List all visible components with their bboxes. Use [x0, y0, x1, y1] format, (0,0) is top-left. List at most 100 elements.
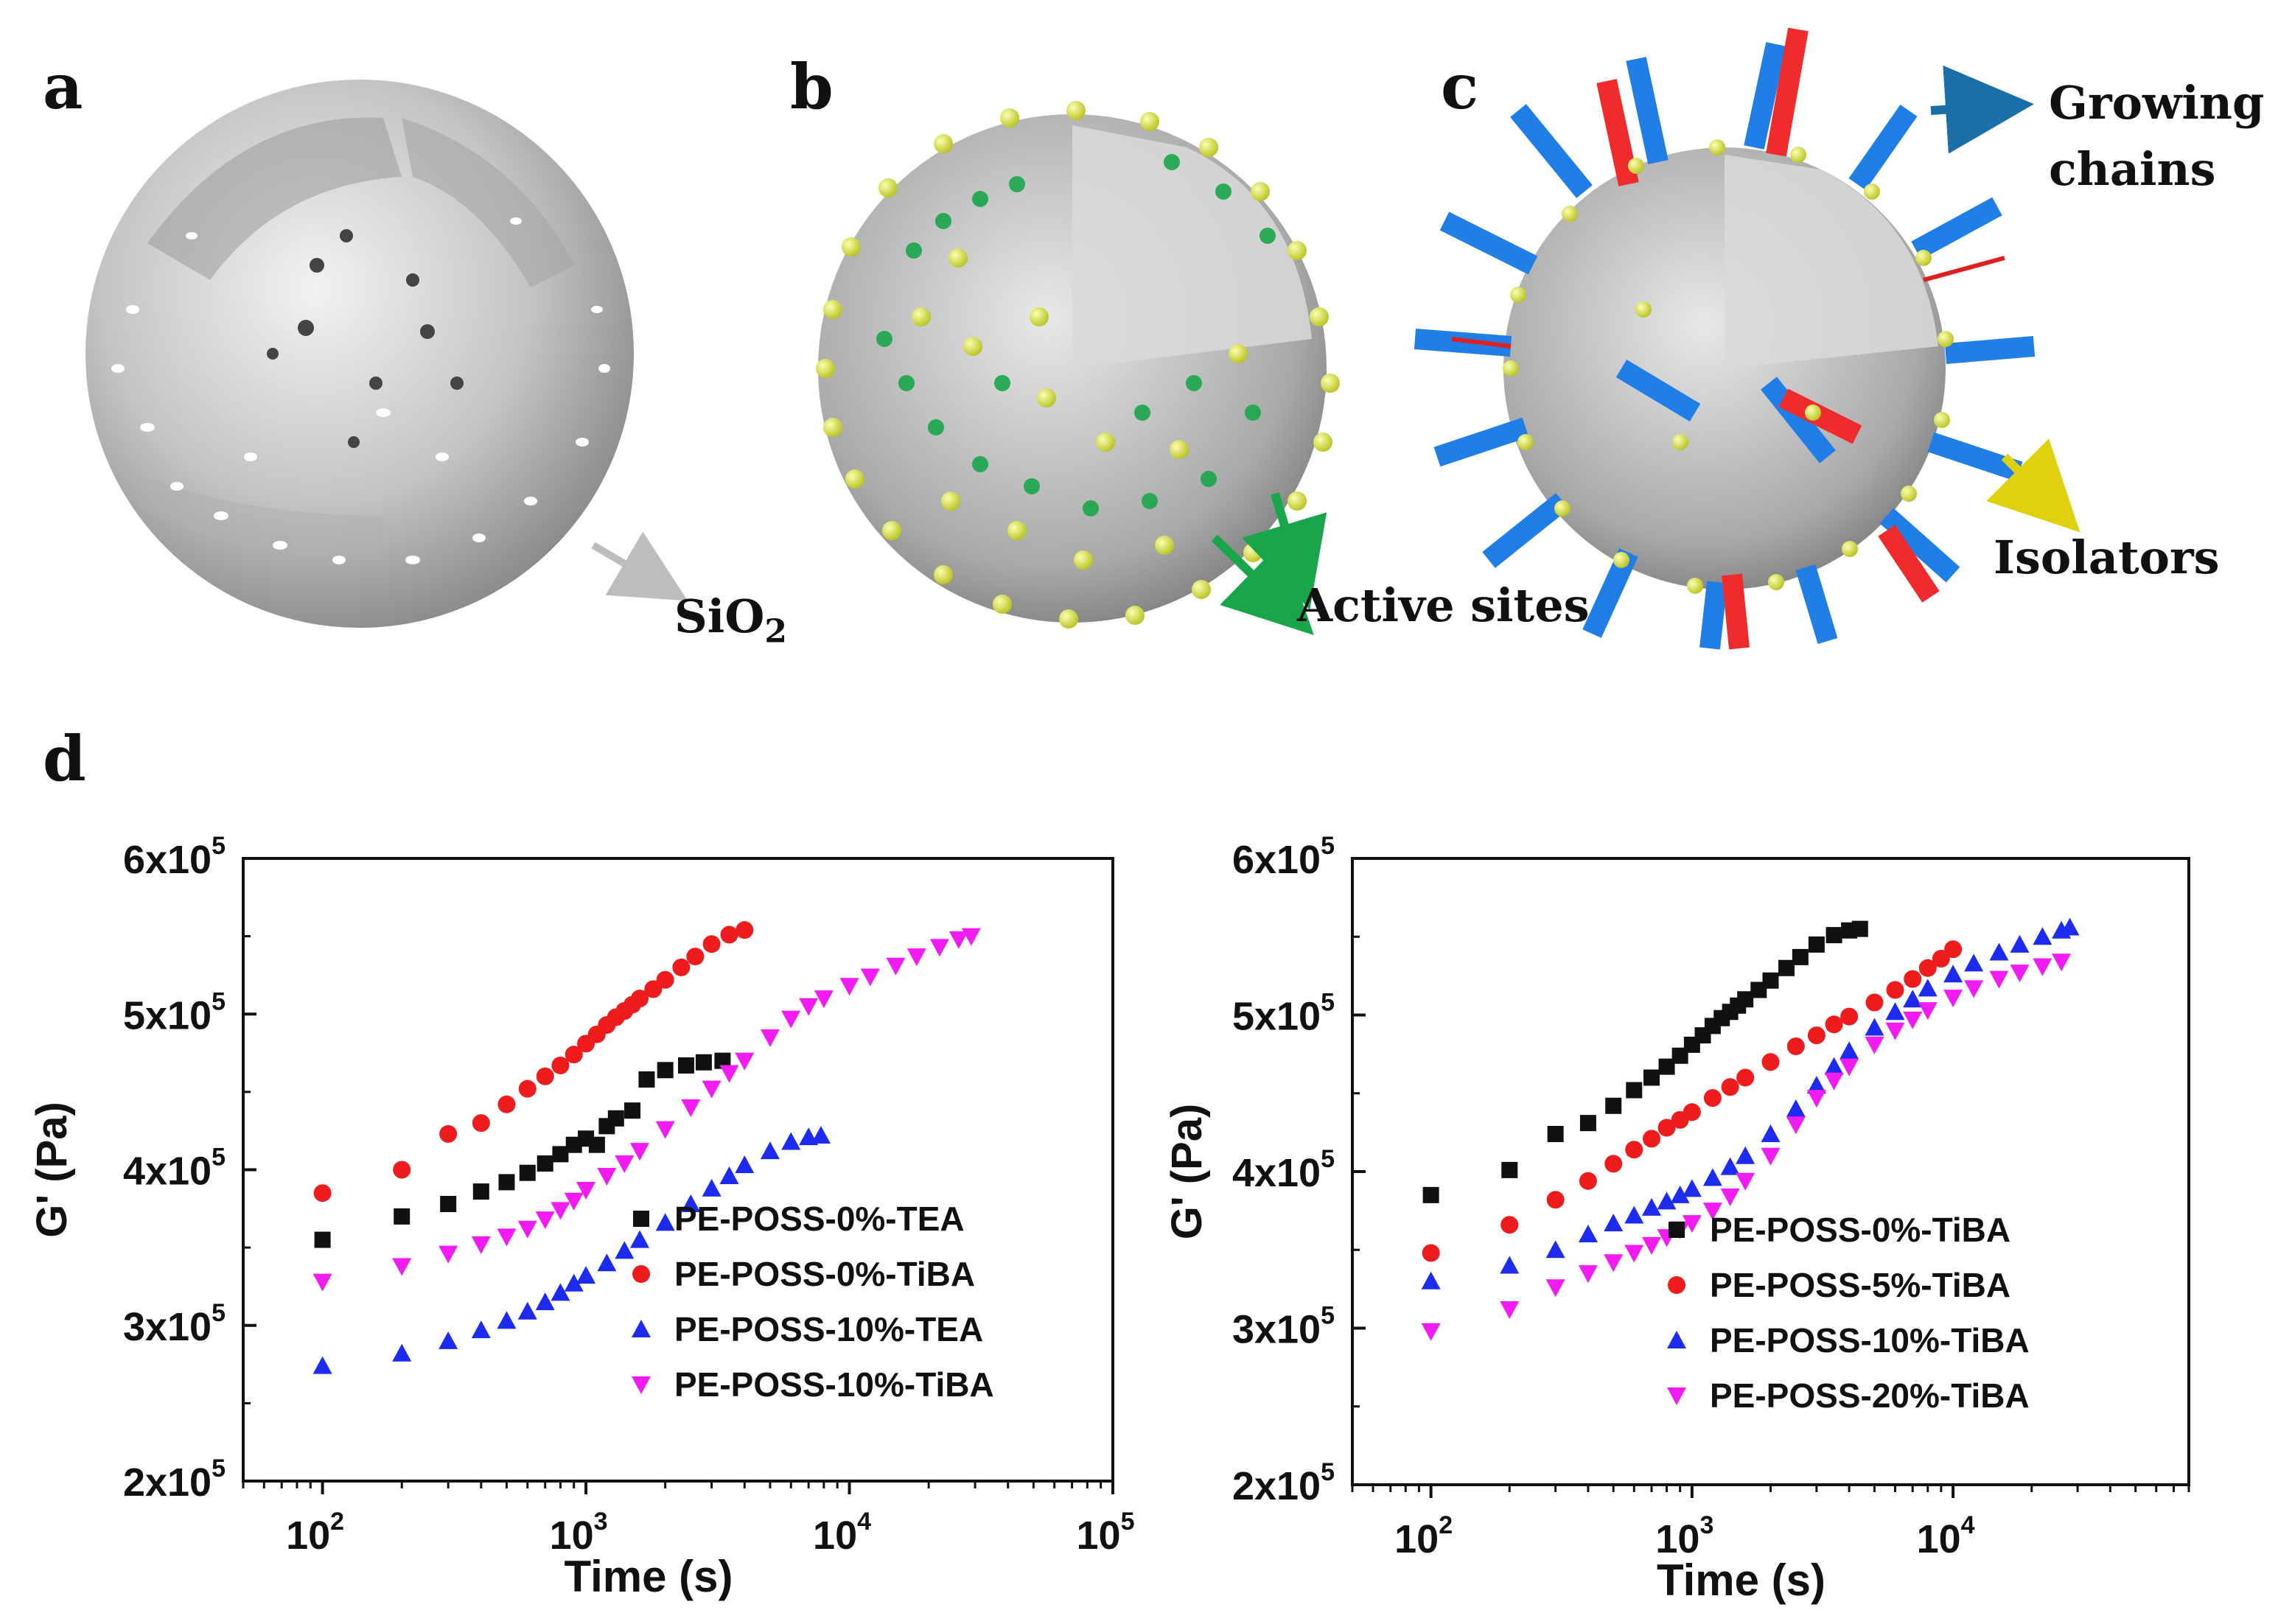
data-point	[537, 1155, 553, 1172]
data-point	[1736, 1146, 1755, 1164]
x-tick-base: 10	[286, 1513, 330, 1558]
data-point	[1932, 950, 1950, 967]
x-tick-base: 10	[1655, 1517, 1699, 1561]
data-point	[1825, 927, 1842, 944]
growing-chains-label: Growing chains	[2049, 70, 2264, 203]
data-point	[1885, 1002, 1905, 1021]
data-point	[1989, 970, 2009, 989]
data-point	[597, 1167, 617, 1186]
isolators-label: Isolators	[1994, 531, 2220, 584]
x-tick-label: 102	[1394, 1511, 1453, 1561]
data-point	[760, 1141, 780, 1160]
data-point	[1501, 1161, 1518, 1178]
data-point	[1500, 1256, 1520, 1274]
illustration-layer	[85, 27, 2080, 650]
data-point	[656, 970, 674, 989]
data-point	[644, 980, 663, 998]
data-point	[638, 1071, 655, 1088]
data-point	[1839, 1041, 1859, 1060]
data-point	[2010, 965, 2030, 983]
data-point	[1989, 942, 2009, 961]
data-point	[860, 968, 880, 987]
data-point	[1657, 1191, 1677, 1210]
data-point	[2033, 927, 2052, 945]
data-point	[2060, 917, 2080, 936]
series-3	[1421, 953, 2072, 1341]
x-tick-exp: 2	[330, 1508, 344, 1536]
x-tick-label: 102	[286, 1508, 344, 1558]
data-point	[497, 1095, 516, 1113]
data-point	[948, 931, 968, 949]
data-point	[1964, 953, 1984, 972]
data-point	[1825, 1015, 1843, 1034]
data-point	[439, 1124, 458, 1143]
data-point	[677, 1057, 694, 1074]
data-point	[1657, 1119, 1676, 1137]
legend-label: PE-POSS-10%-TiBA	[1710, 1321, 2030, 1359]
data-point	[1720, 1189, 1740, 1206]
data-point	[714, 1052, 731, 1069]
data-point	[472, 1183, 489, 1200]
legend: PE-POSS-0%-TiBA PE-POSS-5%-TiBA PE-POSS-10…	[1667, 1211, 2030, 1415]
panel-letter-b: b	[790, 50, 834, 123]
legend-marker	[632, 1376, 651, 1394]
data-point	[2033, 958, 2052, 976]
x-tick-label: 103	[550, 1508, 608, 1558]
data-point	[1736, 1068, 1755, 1087]
y-tick-exp: 5	[1321, 832, 1335, 860]
y-axis-label: G' (Pa)	[1163, 1104, 1211, 1240]
panel-letter-c: c	[1441, 50, 1479, 123]
data-point	[551, 1202, 570, 1220]
y-tick-label: 4x105	[1232, 1145, 1335, 1195]
data-point	[564, 1273, 584, 1292]
data-point	[471, 1320, 491, 1339]
series-0	[1422, 920, 1868, 1203]
data-point	[814, 990, 834, 1009]
data-point	[313, 1184, 332, 1203]
data-point	[1865, 993, 1884, 1012]
data-point	[781, 1132, 801, 1150]
data-point	[1903, 1011, 1923, 1029]
data-point	[1918, 979, 1938, 997]
data-point	[961, 928, 981, 946]
data-point	[1903, 990, 1923, 1008]
data-point	[1422, 1186, 1439, 1203]
y-tick-exp: 5	[212, 1144, 226, 1172]
data-point	[552, 1146, 569, 1163]
sphere-a-illustration	[85, 80, 688, 628]
data-point	[314, 1231, 331, 1248]
x-tick-label: 104	[1917, 1511, 1975, 1561]
data-point	[597, 1253, 617, 1272]
y-tick-label: 5x105	[123, 987, 226, 1037]
data-point	[719, 1065, 739, 1083]
y-tick-exp: 5	[212, 832, 226, 860]
data-point	[312, 1356, 332, 1374]
series-0	[314, 1052, 731, 1248]
data-point	[1851, 920, 1868, 937]
data-point	[1547, 1126, 1564, 1142]
data-point	[1964, 980, 1984, 998]
y-tick-base: 6x10	[123, 838, 212, 882]
data-point	[1682, 1215, 1702, 1233]
data-point	[1683, 1103, 1701, 1121]
data-point	[655, 1121, 675, 1139]
data-point	[1545, 1279, 1565, 1298]
data-point	[1807, 1026, 1825, 1045]
legend-marker	[633, 1211, 649, 1227]
legend-marker	[1668, 1276, 1685, 1294]
data-point	[576, 1181, 596, 1200]
data-point	[1545, 1240, 1565, 1259]
data-point	[497, 1311, 517, 1329]
sio2-label-main: SiO	[674, 589, 765, 643]
data-point	[1761, 1147, 1781, 1166]
data-point	[1761, 1124, 1781, 1142]
data-point	[392, 1258, 412, 1276]
data-point	[839, 978, 859, 996]
data-point	[565, 1046, 583, 1064]
sphere-b-illustration	[816, 101, 1340, 635]
y-tick-exp: 5	[212, 1299, 226, 1327]
data-point	[1824, 1072, 1844, 1091]
data-point	[929, 939, 949, 957]
y-tick-base: 4x10	[1232, 1151, 1321, 1195]
data-point	[393, 1161, 411, 1179]
